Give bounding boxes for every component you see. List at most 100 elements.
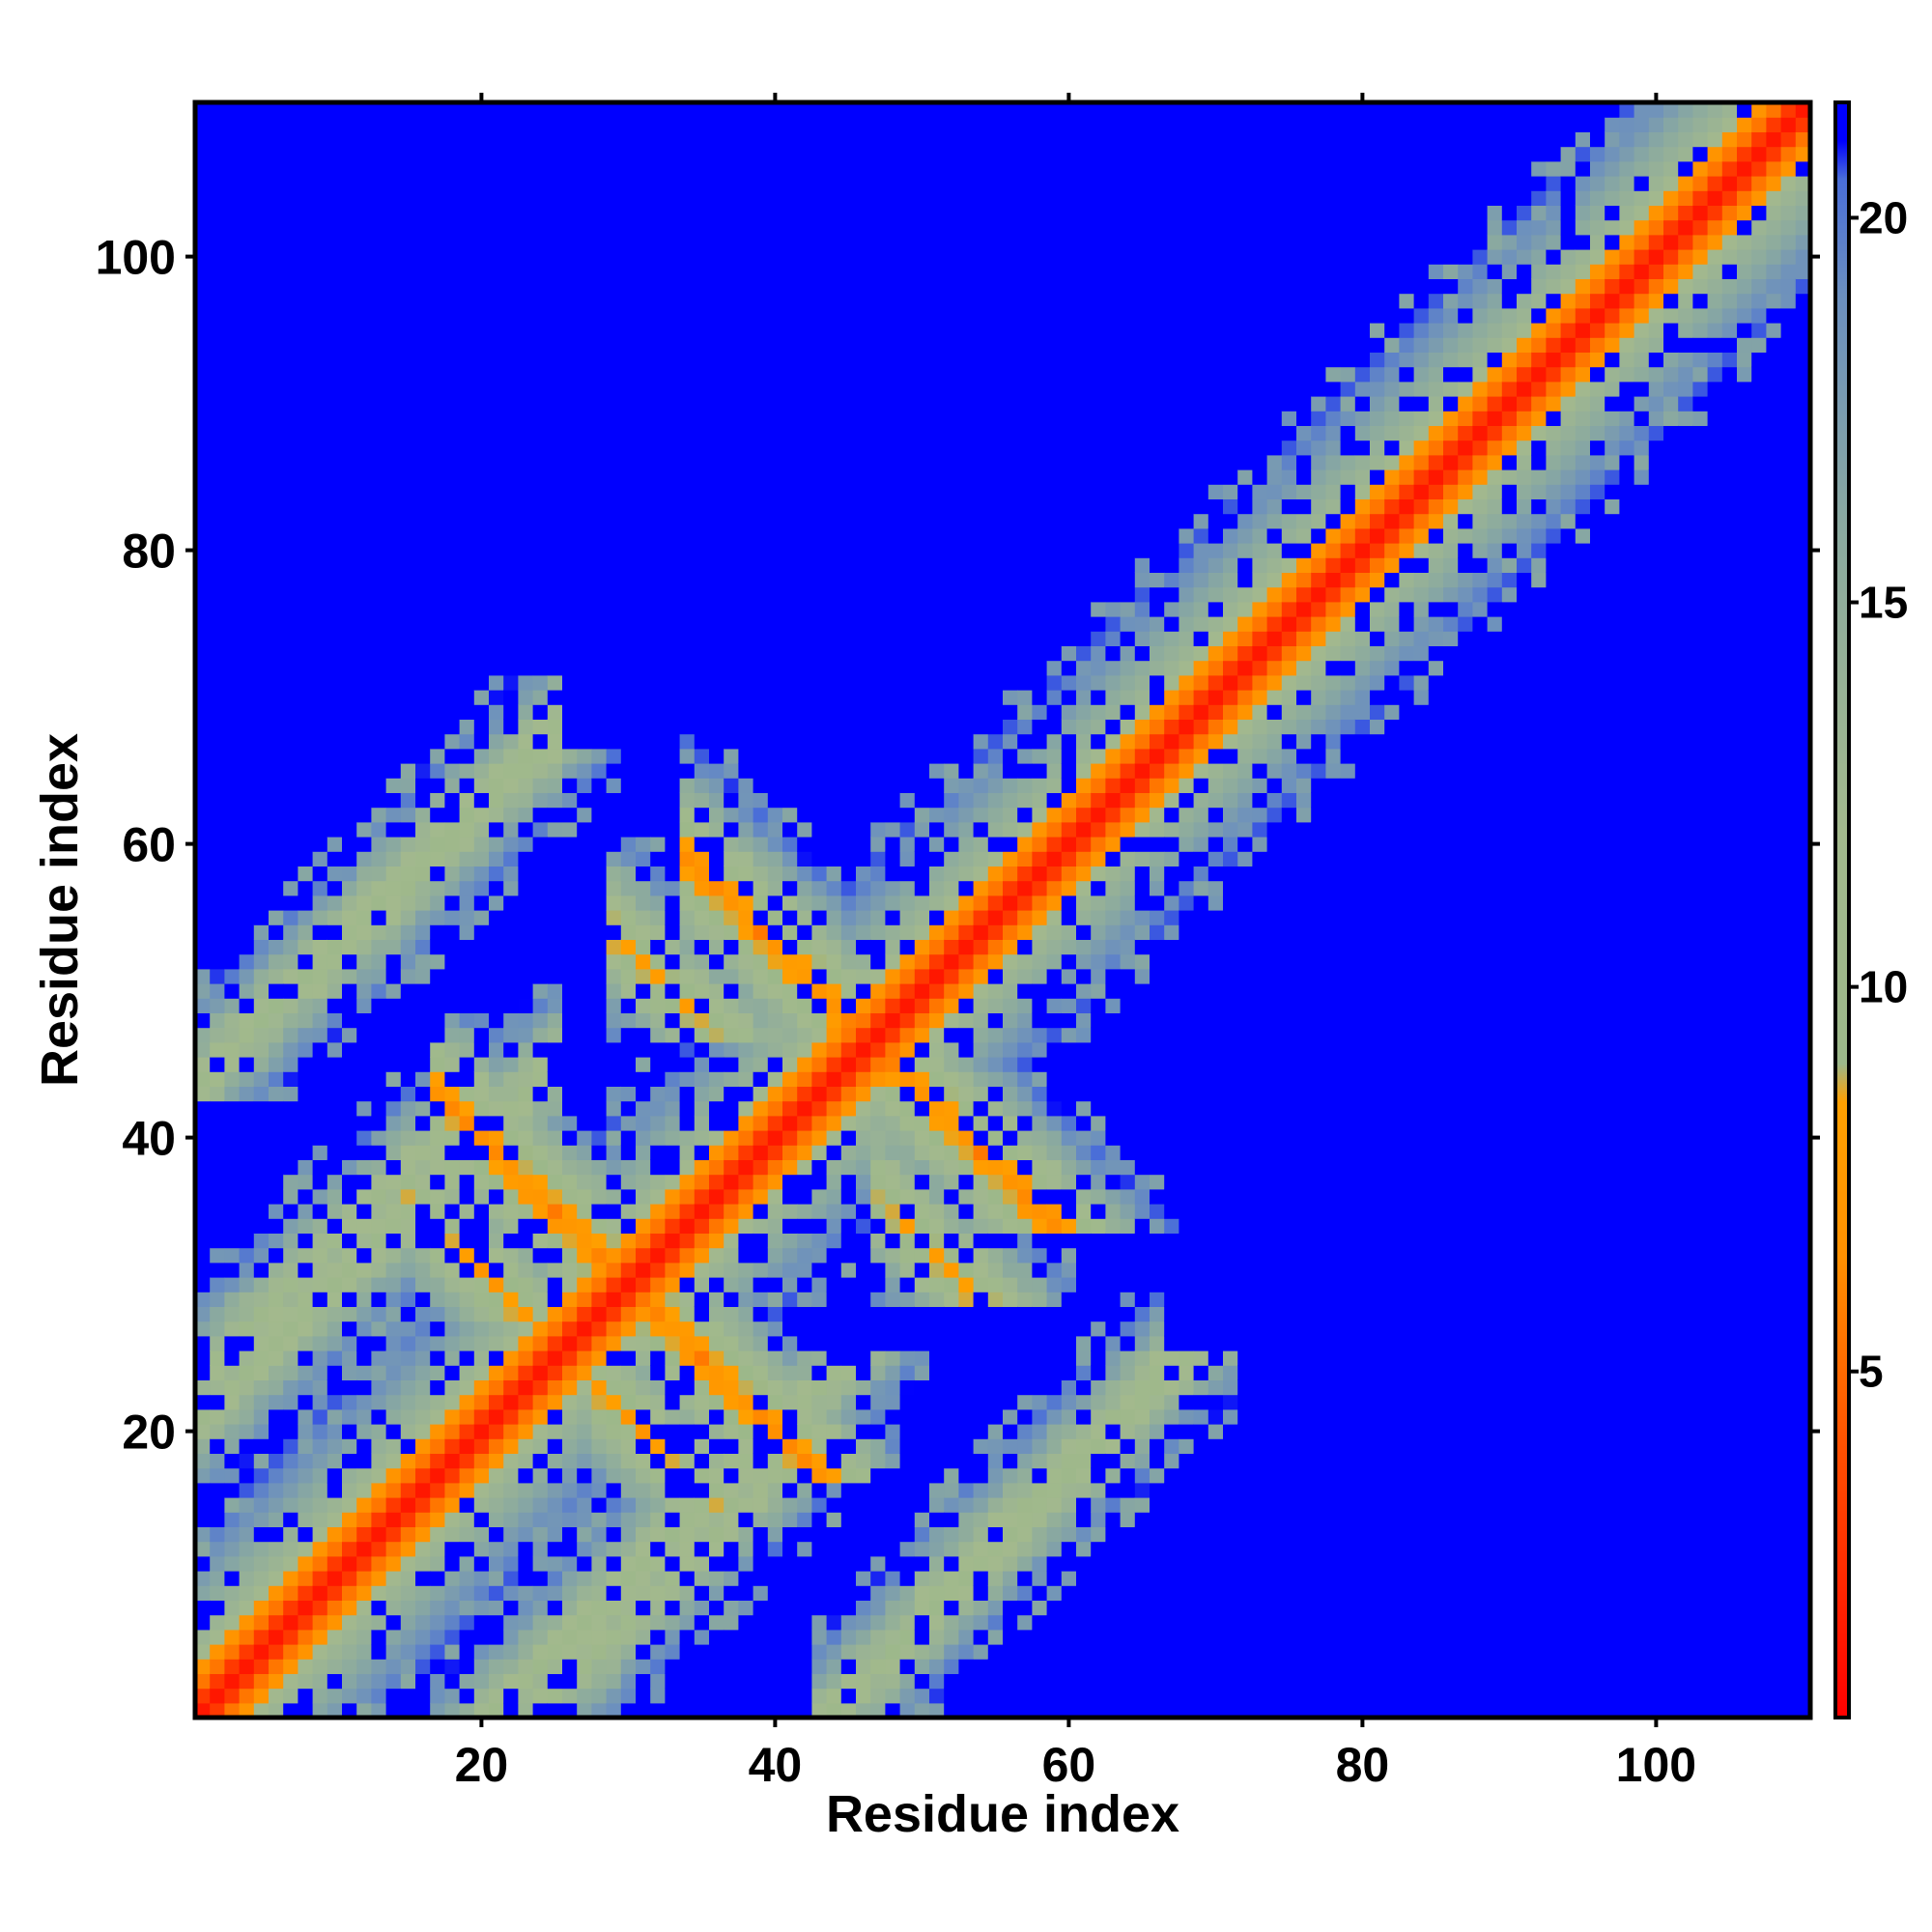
- heatmap-cell: [444, 910, 461, 925]
- heatmap-cell: [489, 1071, 504, 1087]
- heatmap-cell: [342, 1071, 357, 1087]
- heatmap-cell: [636, 1262, 651, 1278]
- heatmap-cell: [782, 1027, 798, 1043]
- heatmap-cell: [473, 1041, 490, 1058]
- heatmap-cell: [253, 190, 270, 206]
- heatmap-cell: [797, 1159, 812, 1176]
- heatmap-cell: [562, 1115, 578, 1131]
- heatmap-cell: [591, 1262, 608, 1278]
- heatmap-cell: [473, 674, 490, 691]
- heatmap-cell: [753, 440, 769, 456]
- heatmap-cell: [532, 1350, 549, 1366]
- heatmap-cell: [709, 1174, 724, 1190]
- heatmap-cell: [253, 1247, 270, 1264]
- heatmap-cell: [239, 1438, 255, 1454]
- heatmap-cell: [636, 513, 651, 529]
- heatmap-cell: [210, 1482, 225, 1498]
- heatmap-cell: [636, 293, 651, 309]
- heatmap-cell: [195, 396, 211, 412]
- heatmap-cell: [415, 102, 431, 118]
- heatmap-cell: [518, 190, 534, 206]
- heatmap-cell: [577, 366, 592, 383]
- heatmap-cell: [283, 807, 298, 823]
- heatmap-cell: [283, 601, 298, 617]
- heatmap-cell: [738, 1057, 754, 1072]
- heatmap-cell: [253, 543, 270, 558]
- heatmap-cell: [503, 396, 519, 412]
- heatmap-cell: [269, 527, 284, 544]
- heatmap-cell: [709, 1057, 724, 1072]
- heatmap-cell: [489, 307, 504, 324]
- heatmap-cell: [811, 205, 828, 221]
- heatmap-cell: [856, 1614, 871, 1631]
- heatmap-cell: [547, 1571, 563, 1586]
- heatmap-cell: [518, 1438, 534, 1454]
- heatmap-cell: [385, 1571, 402, 1586]
- heatmap-cell: [210, 1541, 225, 1557]
- heatmap-cell: [342, 1408, 357, 1425]
- heatmap-cell: [444, 264, 461, 279]
- heatmap-cell: [591, 1512, 608, 1527]
- heatmap-cell: [385, 337, 402, 353]
- heatmap-cell: [620, 616, 637, 632]
- heatmap-cell: [738, 160, 754, 177]
- heatmap-cell: [371, 748, 387, 764]
- heatmap-cell: [371, 1247, 387, 1264]
- heatmap-cell: [650, 910, 666, 925]
- heatmap-cell: [636, 1365, 651, 1380]
- heatmap-cell: [709, 1702, 724, 1719]
- heatmap-cell: [532, 821, 549, 838]
- heatmap-cell: [694, 1555, 710, 1572]
- heatmap-cell: [650, 1408, 666, 1425]
- heatmap-cell: [797, 1174, 812, 1190]
- heatmap-cell: [650, 1512, 666, 1527]
- heatmap-cell: [856, 1174, 871, 1190]
- heatmap-cell: [679, 1204, 696, 1219]
- heatmap-cell: [738, 748, 754, 764]
- heatmap-cell: [283, 1659, 298, 1674]
- heatmap-cell: [694, 176, 710, 191]
- heatmap-cell: [562, 733, 578, 750]
- heatmap-cell: [253, 674, 270, 691]
- heatmap-cell: [283, 425, 298, 441]
- heatmap-cell: [473, 293, 490, 309]
- heatmap-cell: [518, 1130, 534, 1146]
- heatmap-cell: [620, 1629, 637, 1645]
- heatmap-cell: [210, 1497, 225, 1513]
- heatmap-cell: [694, 807, 710, 823]
- heatmap-cell: [385, 939, 402, 955]
- heatmap-cell: [210, 396, 225, 412]
- heatmap-cell: [738, 1600, 754, 1616]
- heatmap-cell: [620, 352, 637, 368]
- heatmap-cell: [269, 484, 284, 499]
- heatmap-cell: [430, 1041, 445, 1058]
- heatmap-cell: [371, 190, 387, 206]
- heatmap-cell: [724, 1600, 739, 1616]
- heatmap-cell: [518, 1174, 534, 1190]
- heatmap-cell: [767, 146, 783, 162]
- heatmap-cell: [767, 454, 783, 470]
- heatmap-cell: [840, 205, 857, 221]
- heatmap-cell: [532, 219, 549, 236]
- heatmap-cell: [371, 1467, 387, 1484]
- heatmap-cell: [253, 631, 270, 646]
- heatmap-cell: [665, 733, 681, 750]
- heatmap-cell: [253, 527, 270, 544]
- heatmap-cell: [444, 953, 461, 970]
- heatmap-cell: [840, 1145, 857, 1160]
- heatmap-cell: [753, 1306, 769, 1322]
- heatmap-cell: [767, 572, 783, 588]
- heatmap-cell: [650, 117, 666, 132]
- heatmap-cell: [283, 953, 298, 970]
- heatmap-cell: [724, 1644, 739, 1660]
- heatmap-cell: [636, 219, 651, 236]
- heatmap-cell: [269, 1555, 284, 1572]
- heatmap-cell: [562, 690, 578, 705]
- heatmap-cell: [283, 190, 298, 206]
- heatmap-cell: [385, 821, 402, 838]
- heatmap-cell: [738, 631, 754, 646]
- heatmap-cell: [826, 1350, 842, 1366]
- heatmap-cell: [547, 895, 563, 911]
- heatmap-cell: [385, 1071, 402, 1087]
- heatmap-cell: [532, 983, 549, 999]
